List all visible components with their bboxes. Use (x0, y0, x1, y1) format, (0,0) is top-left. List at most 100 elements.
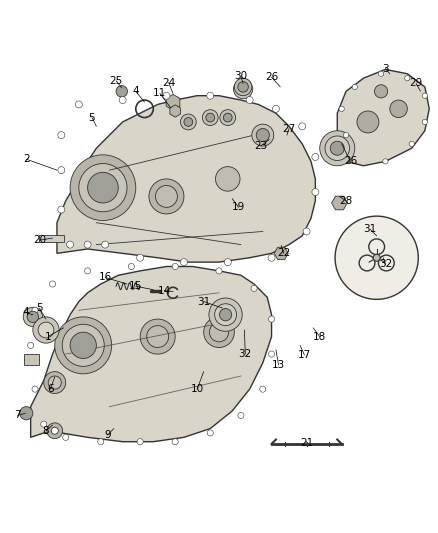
Circle shape (55, 317, 112, 374)
Circle shape (119, 96, 126, 103)
Circle shape (325, 136, 350, 160)
Text: 5: 5 (88, 112, 95, 123)
Circle shape (204, 317, 234, 348)
Polygon shape (24, 354, 39, 365)
Text: 22: 22 (277, 248, 290, 259)
Circle shape (215, 304, 237, 326)
Circle shape (116, 86, 127, 97)
Circle shape (251, 285, 257, 292)
Circle shape (260, 386, 266, 392)
Circle shape (223, 113, 232, 122)
Polygon shape (337, 69, 429, 166)
Circle shape (155, 185, 177, 207)
Circle shape (58, 132, 65, 139)
Circle shape (85, 268, 91, 274)
Text: 9: 9 (104, 430, 111, 440)
Polygon shape (31, 266, 272, 442)
Circle shape (70, 155, 136, 221)
Text: 11: 11 (153, 88, 166, 99)
Circle shape (207, 92, 214, 99)
Circle shape (312, 154, 319, 160)
Circle shape (373, 254, 380, 261)
Circle shape (44, 372, 66, 393)
Text: 2: 2 (23, 154, 30, 164)
Circle shape (23, 307, 42, 327)
Circle shape (38, 322, 54, 338)
Circle shape (33, 317, 59, 343)
Text: 13: 13 (272, 360, 285, 370)
Text: 19: 19 (232, 203, 245, 212)
Text: 26: 26 (265, 72, 278, 82)
Circle shape (67, 241, 74, 248)
Circle shape (219, 309, 232, 321)
Text: 31: 31 (364, 224, 377, 235)
Circle shape (237, 84, 249, 95)
Circle shape (27, 311, 39, 322)
Circle shape (209, 298, 242, 332)
Text: 32: 32 (239, 349, 252, 359)
Text: 4: 4 (132, 86, 139, 96)
Circle shape (137, 439, 143, 445)
Text: 5: 5 (36, 303, 43, 313)
Circle shape (390, 100, 407, 118)
Circle shape (303, 228, 310, 235)
Circle shape (357, 111, 379, 133)
Polygon shape (57, 96, 315, 262)
Text: 14: 14 (158, 286, 171, 296)
Circle shape (339, 106, 344, 111)
Text: 27: 27 (283, 124, 296, 134)
Circle shape (172, 439, 178, 445)
Circle shape (238, 82, 248, 92)
Circle shape (20, 407, 33, 420)
Circle shape (102, 241, 109, 248)
Polygon shape (274, 247, 288, 260)
Polygon shape (166, 94, 180, 110)
Circle shape (256, 128, 269, 142)
Text: 18: 18 (313, 332, 326, 342)
Circle shape (147, 326, 169, 348)
Polygon shape (170, 105, 180, 117)
Circle shape (224, 259, 231, 265)
Circle shape (32, 307, 38, 313)
Circle shape (163, 92, 170, 99)
Circle shape (335, 216, 418, 300)
Circle shape (234, 78, 252, 96)
Circle shape (63, 434, 69, 440)
Text: 24: 24 (162, 77, 175, 87)
Circle shape (330, 141, 344, 155)
Text: 6: 6 (47, 384, 54, 394)
Circle shape (352, 84, 357, 90)
Circle shape (268, 254, 275, 261)
Text: 7: 7 (14, 410, 21, 421)
Circle shape (409, 141, 414, 147)
Circle shape (180, 114, 196, 130)
Text: 26: 26 (344, 156, 357, 166)
Circle shape (209, 322, 229, 342)
Circle shape (79, 164, 127, 212)
Circle shape (140, 319, 175, 354)
Text: 17: 17 (298, 350, 311, 360)
Circle shape (184, 118, 193, 126)
Circle shape (299, 123, 306, 130)
Circle shape (51, 427, 58, 434)
Text: 16: 16 (99, 272, 112, 282)
Circle shape (58, 206, 65, 213)
Circle shape (268, 316, 275, 322)
Circle shape (216, 268, 222, 274)
Circle shape (172, 263, 178, 270)
Circle shape (312, 189, 319, 196)
Circle shape (215, 167, 240, 191)
Text: 29: 29 (410, 78, 423, 88)
Text: 4: 4 (22, 308, 29, 318)
Polygon shape (332, 196, 347, 210)
Circle shape (75, 101, 82, 108)
Circle shape (272, 106, 279, 112)
Circle shape (137, 254, 144, 261)
Text: 23: 23 (254, 141, 267, 151)
FancyBboxPatch shape (39, 235, 64, 243)
Text: 21: 21 (300, 438, 313, 448)
Text: 28: 28 (339, 196, 353, 206)
Text: 25: 25 (110, 76, 123, 86)
Circle shape (98, 439, 104, 445)
Circle shape (206, 113, 215, 122)
